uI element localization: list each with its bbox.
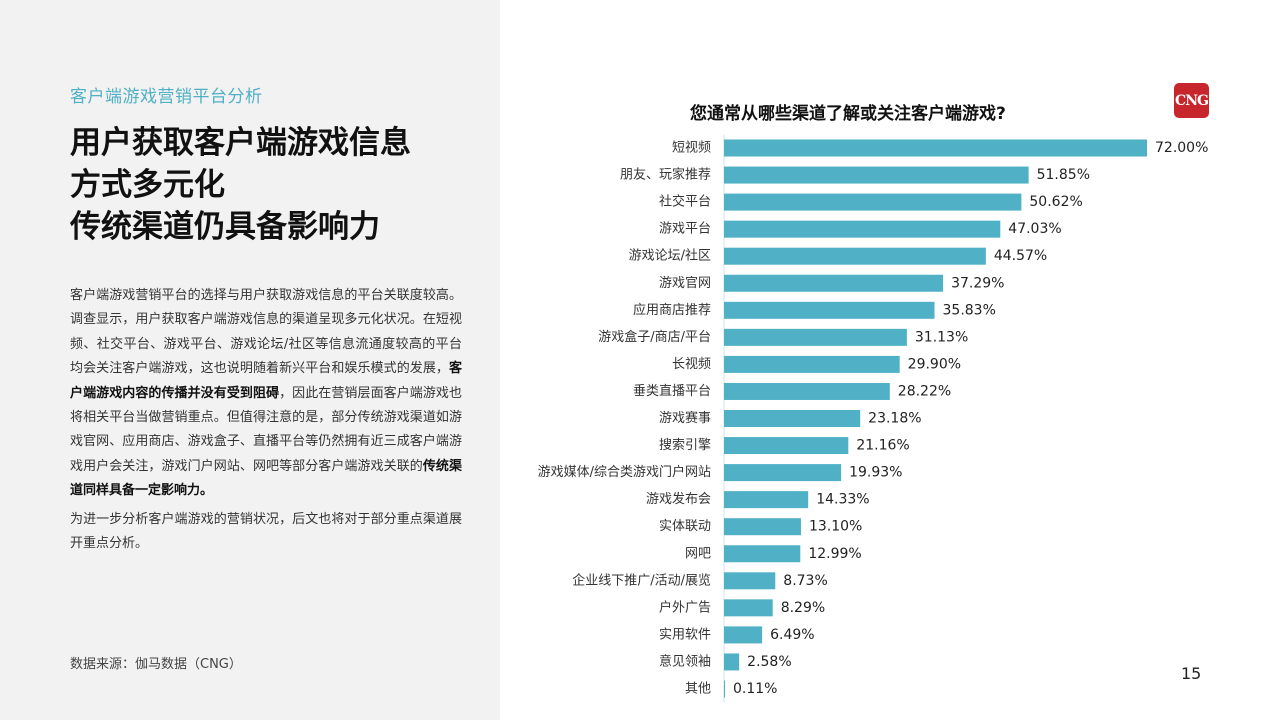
bar [724, 653, 740, 671]
headline-line-1: 用户获取客户端游戏信息 [70, 125, 411, 161]
value-label: 47.03% [1008, 221, 1061, 237]
bar [724, 545, 801, 563]
category-label: 游戏媒体/综合类游戏门户网站 [538, 464, 711, 480]
category-label: 朋友、玩家推荐 [620, 167, 711, 183]
bar [724, 355, 900, 373]
value-label: 12.99% [808, 546, 861, 562]
bar [724, 301, 935, 319]
category-label: 游戏官网 [659, 275, 711, 291]
value-label: 8.73% [783, 573, 827, 589]
bar [724, 382, 890, 400]
headline-line-2: 方式多元化 [70, 167, 225, 203]
page-title: 用户获取客户端游戏信息 方式多元化 传统渠道仍具备影响力 [70, 122, 490, 248]
category-label: 游戏盒子/商店/平台 [598, 329, 711, 345]
category-label: 搜索引擎 [659, 438, 711, 453]
value-label: 28.22% [898, 383, 951, 399]
page-number: 15 [1181, 664, 1202, 683]
value-label: 50.62% [1029, 194, 1082, 210]
value-label: 72.00% [1155, 140, 1208, 156]
value-label: 21.16% [856, 438, 909, 454]
category-label: 实用软件 [659, 627, 711, 642]
category-label: 其他 [685, 682, 711, 697]
body-text-segment: ，因此在营销层面客户端游戏也将相关平台当做营销重点。但值得注意的是，部分传统游戏… [70, 385, 462, 474]
value-label: 31.13% [915, 329, 968, 345]
body-highlight: 传统渠道同样具备一定影响力。 [70, 458, 462, 499]
category-label: 垂类直播平台 [633, 384, 711, 399]
category-label: 游戏论坛/社区 [629, 248, 711, 264]
body-highlight: 客户端游戏内容的传播并没有受到阻碍 [70, 361, 462, 401]
value-label: 0.11% [733, 681, 777, 697]
value-label: 23.18% [868, 411, 921, 427]
headline-line-3: 传统渠道仍具备影响力 [70, 209, 380, 245]
bar [724, 410, 861, 427]
category-label: 企业线下推广/活动/展览 [572, 572, 711, 588]
bar [724, 328, 907, 346]
body-paragraph-1: 客户端游戏营销平台的选择与用户获取游戏信息的平台关联度较高。调查显示，用户获取客… [70, 284, 462, 504]
value-label: 8.29% [781, 600, 825, 616]
chart-title: 您通常从哪些渠道了解或关注客户端游戏? [690, 104, 1006, 124]
value-label: 35.83% [943, 302, 996, 318]
body-text-segment: 客户端游戏营销平台的选择与用户获取游戏信息的平台关联度较高。调查显示，用户获取客… [70, 288, 462, 377]
category-label: 短视频 [672, 141, 711, 156]
bar [724, 193, 1022, 211]
cng-logo: CNG [1174, 83, 1209, 118]
left-panel: 客户端游戏营销平台分析 用户获取客户端游戏信息 方式多元化 传统渠道仍具备影响力… [0, 0, 500, 720]
category-label: 游戏发布会 [646, 491, 711, 507]
bar-chart: 短视频 72.00% 朋友、玩家推荐 51.85% 社交平台 50.62% 游戏平台 47.0… [538, 134, 1208, 703]
bar [724, 599, 773, 617]
logo-text: CNG [1175, 92, 1209, 109]
value-label: 14.33% [816, 492, 869, 508]
data-source: 数据来源：伽马数据（CNG） [70, 657, 242, 672]
bar [724, 166, 1029, 184]
category-label: 网吧 [685, 546, 711, 561]
body-paragraph-2: 为进一步分析客户端游戏的营销状况，后文也将对于部分重点渠道展开重点分析。 [70, 511, 462, 552]
value-label: 19.93% [849, 465, 902, 481]
bar [724, 437, 849, 455]
bar [724, 464, 842, 482]
category-label: 应用商店推荐 [633, 302, 711, 318]
value-label: 51.85% [1037, 167, 1090, 183]
section-label: 客户端游戏营销平台分析 [70, 87, 263, 107]
value-label: 13.10% [809, 519, 862, 535]
bar [724, 139, 1147, 157]
bar [724, 491, 809, 509]
value-label: 29.90% [908, 356, 961, 372]
value-label: 2.58% [747, 654, 791, 670]
category-label: 游戏平台 [659, 222, 711, 237]
bar [724, 572, 776, 590]
category-label: 实体联动 [659, 519, 711, 534]
bar [724, 220, 1001, 238]
bar [724, 518, 801, 536]
category-label: 户外广告 [659, 599, 711, 615]
category-label: 长视频 [672, 357, 711, 372]
category-label: 游戏赛事 [659, 410, 711, 426]
value-label: 37.29% [951, 275, 1004, 291]
bar [724, 274, 944, 292]
category-label: 社交平台 [659, 194, 711, 210]
body-text: 客户端游戏营销平台的选择与用户获取游戏信息的平台关联度较高。调查显示，用户获取客… [70, 284, 462, 560]
bar [724, 247, 986, 265]
bar [724, 680, 725, 698]
value-label: 44.57% [994, 248, 1047, 264]
value-label: 6.49% [770, 627, 814, 643]
bar [724, 626, 763, 644]
category-label: 意见领袖 [659, 653, 711, 669]
